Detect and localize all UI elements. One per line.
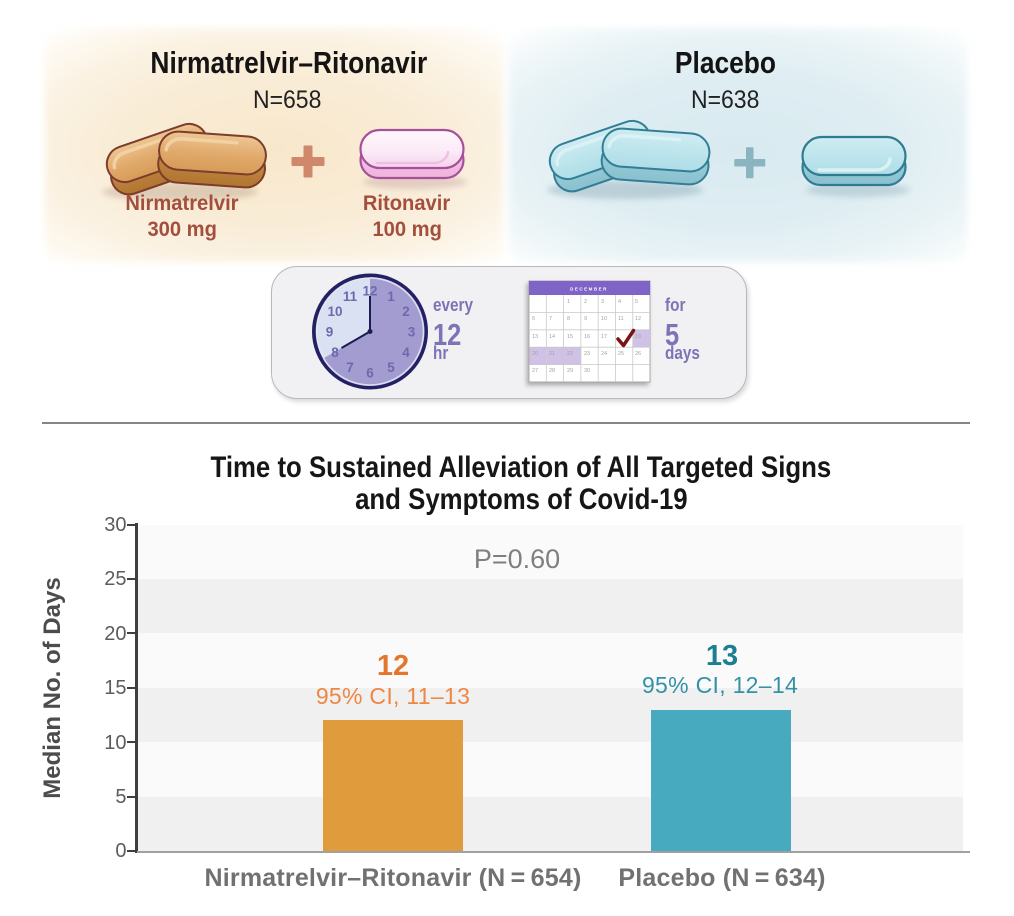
svg-text:11: 11: [343, 289, 358, 304]
svg-text:9: 9: [326, 324, 334, 339]
svg-text:15: 15: [567, 334, 573, 340]
svg-text:5: 5: [635, 299, 638, 305]
svg-text:8: 8: [567, 316, 570, 322]
svg-text:29: 29: [567, 368, 573, 374]
svg-text:10: 10: [601, 316, 607, 322]
svg-text:19: 19: [635, 334, 641, 340]
svg-text:25: 25: [618, 351, 624, 357]
svg-text:21: 21: [549, 351, 555, 357]
svg-text:24: 24: [601, 351, 607, 357]
svg-text:3: 3: [601, 299, 604, 305]
svg-text:10: 10: [327, 304, 342, 319]
svg-text:4: 4: [618, 299, 621, 305]
svg-text:DECEMBER: DECEMBER: [570, 287, 608, 292]
svg-text:26: 26: [635, 351, 641, 357]
svg-text:6: 6: [532, 316, 535, 322]
svg-text:8: 8: [331, 345, 339, 360]
svg-text:5: 5: [387, 360, 395, 375]
svg-text:6: 6: [366, 365, 374, 380]
svg-text:27: 27: [532, 368, 538, 374]
svg-text:30: 30: [584, 368, 590, 374]
svg-text:1: 1: [387, 289, 395, 304]
svg-text:17: 17: [601, 334, 607, 340]
svg-text:2: 2: [402, 304, 410, 319]
svg-text:20: 20: [532, 351, 538, 357]
svg-text:1: 1: [567, 299, 570, 305]
svg-text:9: 9: [584, 316, 587, 322]
svg-text:7: 7: [549, 316, 552, 322]
svg-text:23: 23: [584, 351, 590, 357]
svg-text:14: 14: [549, 334, 555, 340]
svg-text:12: 12: [635, 316, 641, 322]
svg-text:2: 2: [584, 299, 587, 305]
svg-text:12: 12: [362, 283, 377, 298]
svg-text:16: 16: [584, 334, 590, 340]
svg-text:11: 11: [618, 316, 624, 322]
svg-text:28: 28: [549, 368, 555, 374]
svg-text:22: 22: [567, 351, 573, 357]
svg-text:3: 3: [408, 324, 416, 339]
svg-text:4: 4: [402, 345, 410, 360]
svg-text:7: 7: [346, 360, 354, 375]
svg-text:13: 13: [532, 334, 538, 340]
